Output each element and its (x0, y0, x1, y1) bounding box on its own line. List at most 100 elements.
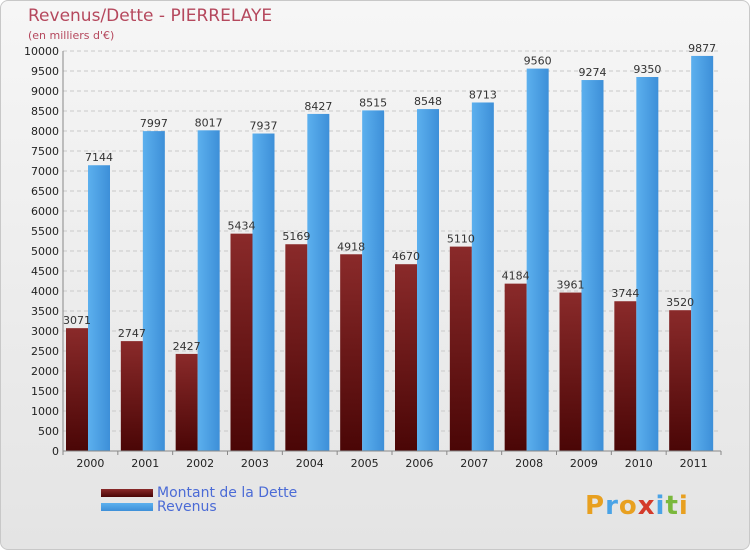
bar-revenue (252, 133, 275, 451)
logo-letter: r (605, 491, 619, 521)
x-tick-label: 2010 (625, 457, 653, 470)
bar-revenue (142, 131, 165, 451)
x-tick-label: 2000 (76, 457, 104, 470)
chart-subtitle: (en milliers d'€) (28, 29, 115, 42)
x-tick-label: 2011 (680, 457, 708, 470)
legend-swatch-revenue (101, 503, 153, 511)
bar-debt (175, 353, 198, 451)
bar-debt (504, 283, 527, 451)
bar-debt (340, 254, 363, 451)
y-tick-label: 7500 (31, 145, 59, 158)
x-tick-label: 2001 (131, 457, 159, 470)
bar-debt (614, 301, 637, 451)
x-tick-label: 2005 (351, 457, 379, 470)
y-tick-label: 5500 (31, 225, 59, 238)
y-tick-label: 5000 (31, 245, 59, 258)
proxiti-logo: Proxiti (585, 491, 689, 521)
bar-revenue (307, 113, 330, 452)
gridlines (63, 50, 721, 452)
data-label-revenue: 7997 (140, 117, 168, 130)
x-tick-label: 2003 (241, 457, 269, 470)
data-label-debt: 5169 (282, 230, 310, 243)
y-tick-label: 4000 (31, 285, 59, 298)
data-label-revenue: 9350 (633, 63, 661, 76)
x-tick-label: 2006 (405, 457, 433, 470)
data-label-revenue: 8548 (414, 95, 442, 108)
legend-label-debt: Montant de la Dette (157, 485, 298, 501)
bar-debt (559, 292, 582, 451)
y-tick-label: 8000 (31, 125, 59, 138)
data-label-revenue: 9560 (524, 55, 552, 68)
axes: 0 500 1000 1500 2000 2500 3000 3500 4000 4500 5000… (24, 45, 722, 470)
bar-debt (230, 233, 253, 451)
y-tick-label: 2500 (31, 345, 59, 358)
y-tick-label: 4500 (31, 265, 59, 278)
logo-letter: i (655, 491, 666, 521)
data-label-debt: 5110 (447, 233, 475, 246)
data-label-revenue: 7937 (250, 120, 278, 133)
bars (66, 55, 714, 452)
y-tick-label: 2000 (31, 365, 59, 378)
y-tick-label: 7000 (31, 165, 59, 178)
y-tick-label: 10000 (24, 45, 59, 58)
bar-revenue (471, 102, 494, 451)
bar-revenue (636, 77, 659, 451)
data-label-debt: 3520 (666, 296, 694, 309)
bar-revenue (197, 130, 220, 451)
data-label-debt: 3961 (557, 279, 585, 292)
y-tick-label: 8500 (31, 105, 59, 118)
chart-title: Revenus/Dette - PIERRELAYE (28, 6, 273, 26)
x-tick-label: 2008 (515, 457, 543, 470)
bar-debt (669, 310, 692, 451)
y-tick-label: 6000 (31, 205, 59, 218)
data-label-revenue: 8427 (304, 100, 332, 113)
y-tick-label: 3000 (31, 325, 59, 338)
data-label-revenue: 8713 (469, 88, 497, 101)
bar-debt (285, 244, 308, 451)
logo-letter: P (585, 491, 606, 521)
logo-letter: x (637, 491, 656, 521)
x-tick-label: 2007 (460, 457, 488, 470)
data-label-debt: 4670 (392, 250, 420, 263)
data-label-revenue: 9274 (579, 66, 607, 79)
bar-revenue (581, 80, 604, 451)
bar-revenue (526, 68, 549, 451)
data-label-debt: 5434 (228, 220, 256, 233)
y-tick-label: 9500 (31, 65, 59, 78)
data-label-debt: 2427 (173, 340, 201, 353)
x-tick-label: 2009 (570, 457, 598, 470)
x-tick-label: 2004 (296, 457, 324, 470)
bar-revenue (691, 55, 714, 452)
bar-debt (66, 328, 88, 451)
bar-revenue (88, 165, 110, 452)
y-tick-label: 500 (38, 425, 59, 438)
data-labels: 3071 7144 2747 7997 2427 8017 5434 7937 5169 8427… (63, 42, 716, 353)
data-label-revenue: 9877 (688, 42, 716, 55)
legend-swatch-debt (101, 489, 153, 497)
logo-letter: o (618, 491, 638, 521)
logo-letter: t (665, 491, 679, 521)
data-label-revenue: 8017 (195, 116, 223, 129)
y-tick-label: 1500 (31, 385, 59, 398)
data-label-revenue: 8515 (359, 96, 387, 109)
x-tick-label: 2002 (186, 457, 214, 470)
data-label-debt: 2747 (118, 327, 146, 340)
data-label-revenue: 7144 (85, 151, 113, 164)
legend-label-revenue: Revenus (157, 499, 217, 515)
logo-letter: i (678, 491, 689, 521)
data-label-debt: 3744 (611, 287, 639, 300)
y-tick-label: 1000 (31, 405, 59, 418)
data-label-debt: 4184 (502, 270, 530, 283)
y-tick-label: 9000 (31, 85, 59, 98)
data-label-debt: 4918 (337, 240, 365, 253)
data-label-debt: 3071 (63, 314, 91, 327)
y-tick-label: 6500 (31, 185, 59, 198)
y-tick-label: 3500 (31, 305, 59, 318)
bar-revenue (417, 109, 439, 451)
y-tick-label: 0 (52, 445, 59, 458)
bar-debt (120, 341, 143, 451)
bar-revenue (362, 110, 385, 452)
bar-debt (395, 264, 417, 451)
